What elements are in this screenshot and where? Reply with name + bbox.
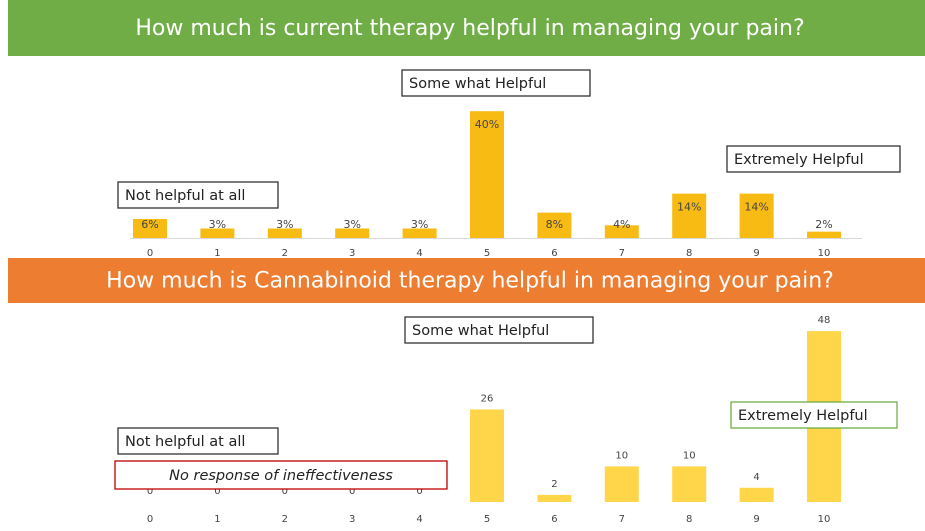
x-tick-label: 1: [214, 248, 220, 259]
data-label: 0: [282, 486, 288, 497]
x-tick-label: 4: [416, 248, 422, 259]
bar: [267, 228, 302, 238]
annotation-box: [114, 460, 448, 490]
data-label: 10: [683, 450, 696, 461]
x-tick-label: 5: [484, 514, 490, 525]
x-tick-label: 1: [214, 514, 220, 525]
bar: [672, 193, 707, 238]
chart-title: How much is current therapy helpful in m…: [135, 16, 804, 41]
bar: [470, 409, 504, 502]
bar: [739, 487, 774, 502]
x-tick-label: 9: [753, 514, 759, 525]
x-tick-label: 8: [686, 248, 692, 259]
x-tick-label: 5: [484, 248, 490, 259]
data-label: 3%: [343, 218, 360, 231]
data-label: 10: [615, 450, 628, 461]
bar: [739, 193, 774, 238]
data-label: 0: [349, 486, 355, 497]
data-label: 3%: [411, 218, 428, 231]
x-tick-label: 9: [753, 248, 759, 259]
x-tick-label: 8: [686, 514, 692, 525]
bar: [807, 231, 841, 238]
bar: [335, 228, 370, 238]
data-label: 14%: [677, 201, 701, 214]
data-label: 26: [481, 393, 494, 404]
data-label: 40%: [475, 118, 499, 131]
annotation: Extremely Helpful: [734, 152, 864, 168]
data-label: 14%: [744, 201, 768, 214]
annotation: Extremely Helpful: [738, 408, 868, 424]
annotation-box: [404, 316, 594, 344]
x-tick-label: 2: [282, 514, 288, 525]
annotation-box: [117, 427, 279, 455]
annotation: Not helpful at all: [125, 434, 245, 450]
data-label: 0: [214, 486, 220, 497]
data-label: 3%: [276, 218, 293, 231]
title-banner: [8, 258, 925, 303]
x-tick-label: 10: [818, 514, 831, 525]
bar: [537, 494, 572, 502]
data-label: 2: [551, 479, 557, 490]
annotation-box: [117, 181, 279, 209]
bar: [133, 218, 167, 238]
bar: [604, 466, 639, 502]
x-tick-label: 7: [619, 248, 625, 259]
annotation-box: [401, 69, 591, 97]
data-label: 4%: [613, 218, 630, 231]
annotation: Some what Helpful: [412, 323, 549, 339]
x-tick-label: 6: [551, 514, 557, 525]
bar: [672, 466, 707, 502]
x-tick-label: 6: [551, 248, 557, 259]
x-tick-label: 3: [349, 248, 355, 259]
chart-title: How much is Cannabinoid therapy helpful …: [106, 269, 834, 294]
bar: [604, 225, 639, 238]
data-label: 2%: [815, 218, 832, 231]
data-label: 0: [416, 486, 422, 497]
bar: [470, 111, 504, 238]
x-tick-label: 0: [147, 514, 153, 525]
x-tick-label: 10: [818, 248, 831, 259]
x-tick-label: 3: [349, 514, 355, 525]
x-tick-label: 0: [147, 248, 153, 259]
bar: [402, 228, 437, 238]
x-tick-label: 4: [416, 514, 422, 525]
bar: [537, 212, 572, 238]
annotation-box: [726, 145, 901, 173]
data-label: 6%: [141, 218, 158, 231]
data-label: 8%: [546, 218, 563, 231]
x-tick-label: 2: [282, 248, 288, 259]
data-label: 4: [753, 472, 759, 483]
annotation: Some what Helpful: [409, 76, 546, 92]
annotation: Not helpful at all: [125, 188, 245, 204]
data-label: 3%: [209, 218, 226, 231]
annotation-box: [730, 401, 898, 429]
annotation: No response of ineffectiveness: [169, 468, 393, 484]
title-banner: [8, 0, 925, 56]
data-label: 0: [147, 486, 153, 497]
x-tick-label: 7: [619, 514, 625, 525]
bar: [200, 228, 235, 238]
data-label: 48: [818, 315, 831, 326]
